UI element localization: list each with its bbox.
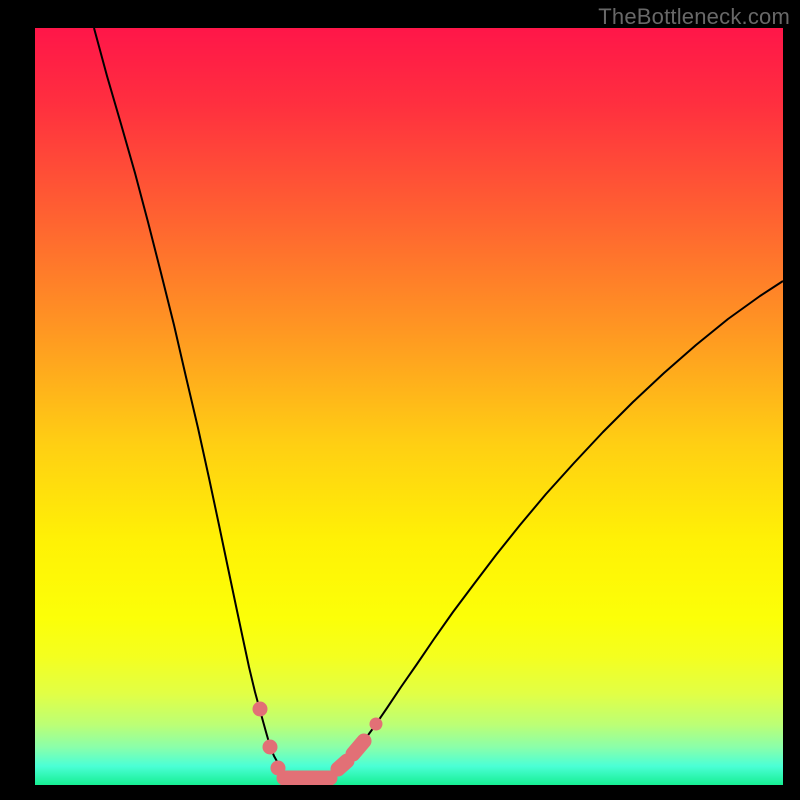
plot-area [35, 28, 783, 785]
canvas-frame: TheBottleneck.com [0, 0, 800, 800]
marker-dot-small [370, 718, 383, 731]
marker-dot [263, 740, 278, 755]
marker-capsule [353, 741, 364, 754]
marker-capsule [338, 761, 347, 769]
watermark-text: TheBottleneck.com [598, 4, 790, 30]
marker-dot [271, 761, 286, 776]
marker-dot [253, 702, 268, 717]
gradient-background [35, 28, 783, 785]
chart-svg [35, 28, 783, 785]
